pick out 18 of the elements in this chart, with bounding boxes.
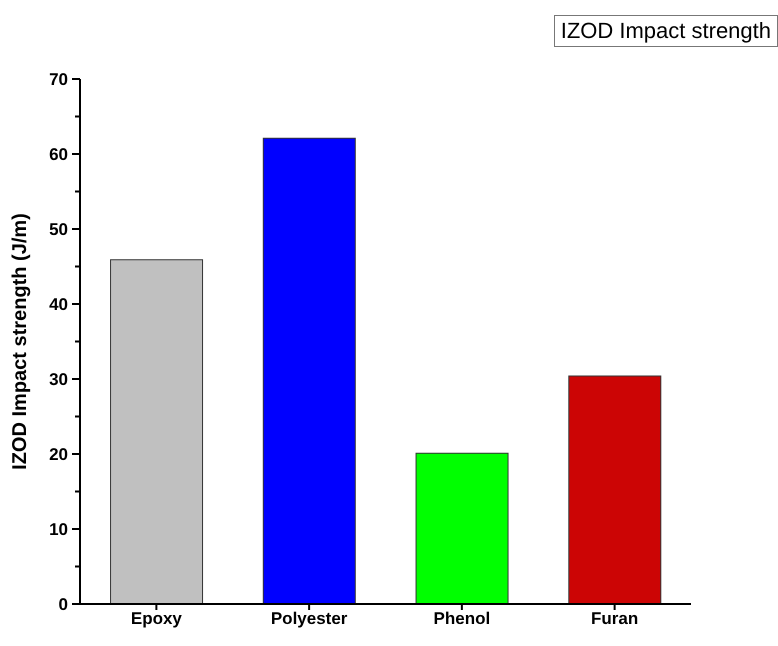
y-tick-label: 30 <box>49 370 68 389</box>
chart-title: IZOD Impact strength <box>554 15 778 47</box>
y-tick-label: 0 <box>58 594 68 614</box>
x-tick-label: Phenol <box>434 609 490 628</box>
bar <box>568 376 662 604</box>
y-tick-label: 10 <box>49 520 68 539</box>
y-tick-label: 40 <box>49 294 68 314</box>
y-tick-label: 60 <box>49 144 68 164</box>
x-tick-label: Polyester <box>270 609 348 628</box>
y-tick-label: 50 <box>49 220 68 239</box>
y-axis-title: IZOD Impact strength (J/m) <box>9 213 32 470</box>
x-tick-label: Epoxy <box>130 609 182 628</box>
y-tick-label: 70 <box>49 70 68 89</box>
bar <box>262 138 356 604</box>
bar <box>416 452 509 604</box>
y-tick-label: 20 <box>49 444 68 464</box>
bar <box>110 259 204 604</box>
x-tick-label: Furan <box>591 609 638 628</box>
